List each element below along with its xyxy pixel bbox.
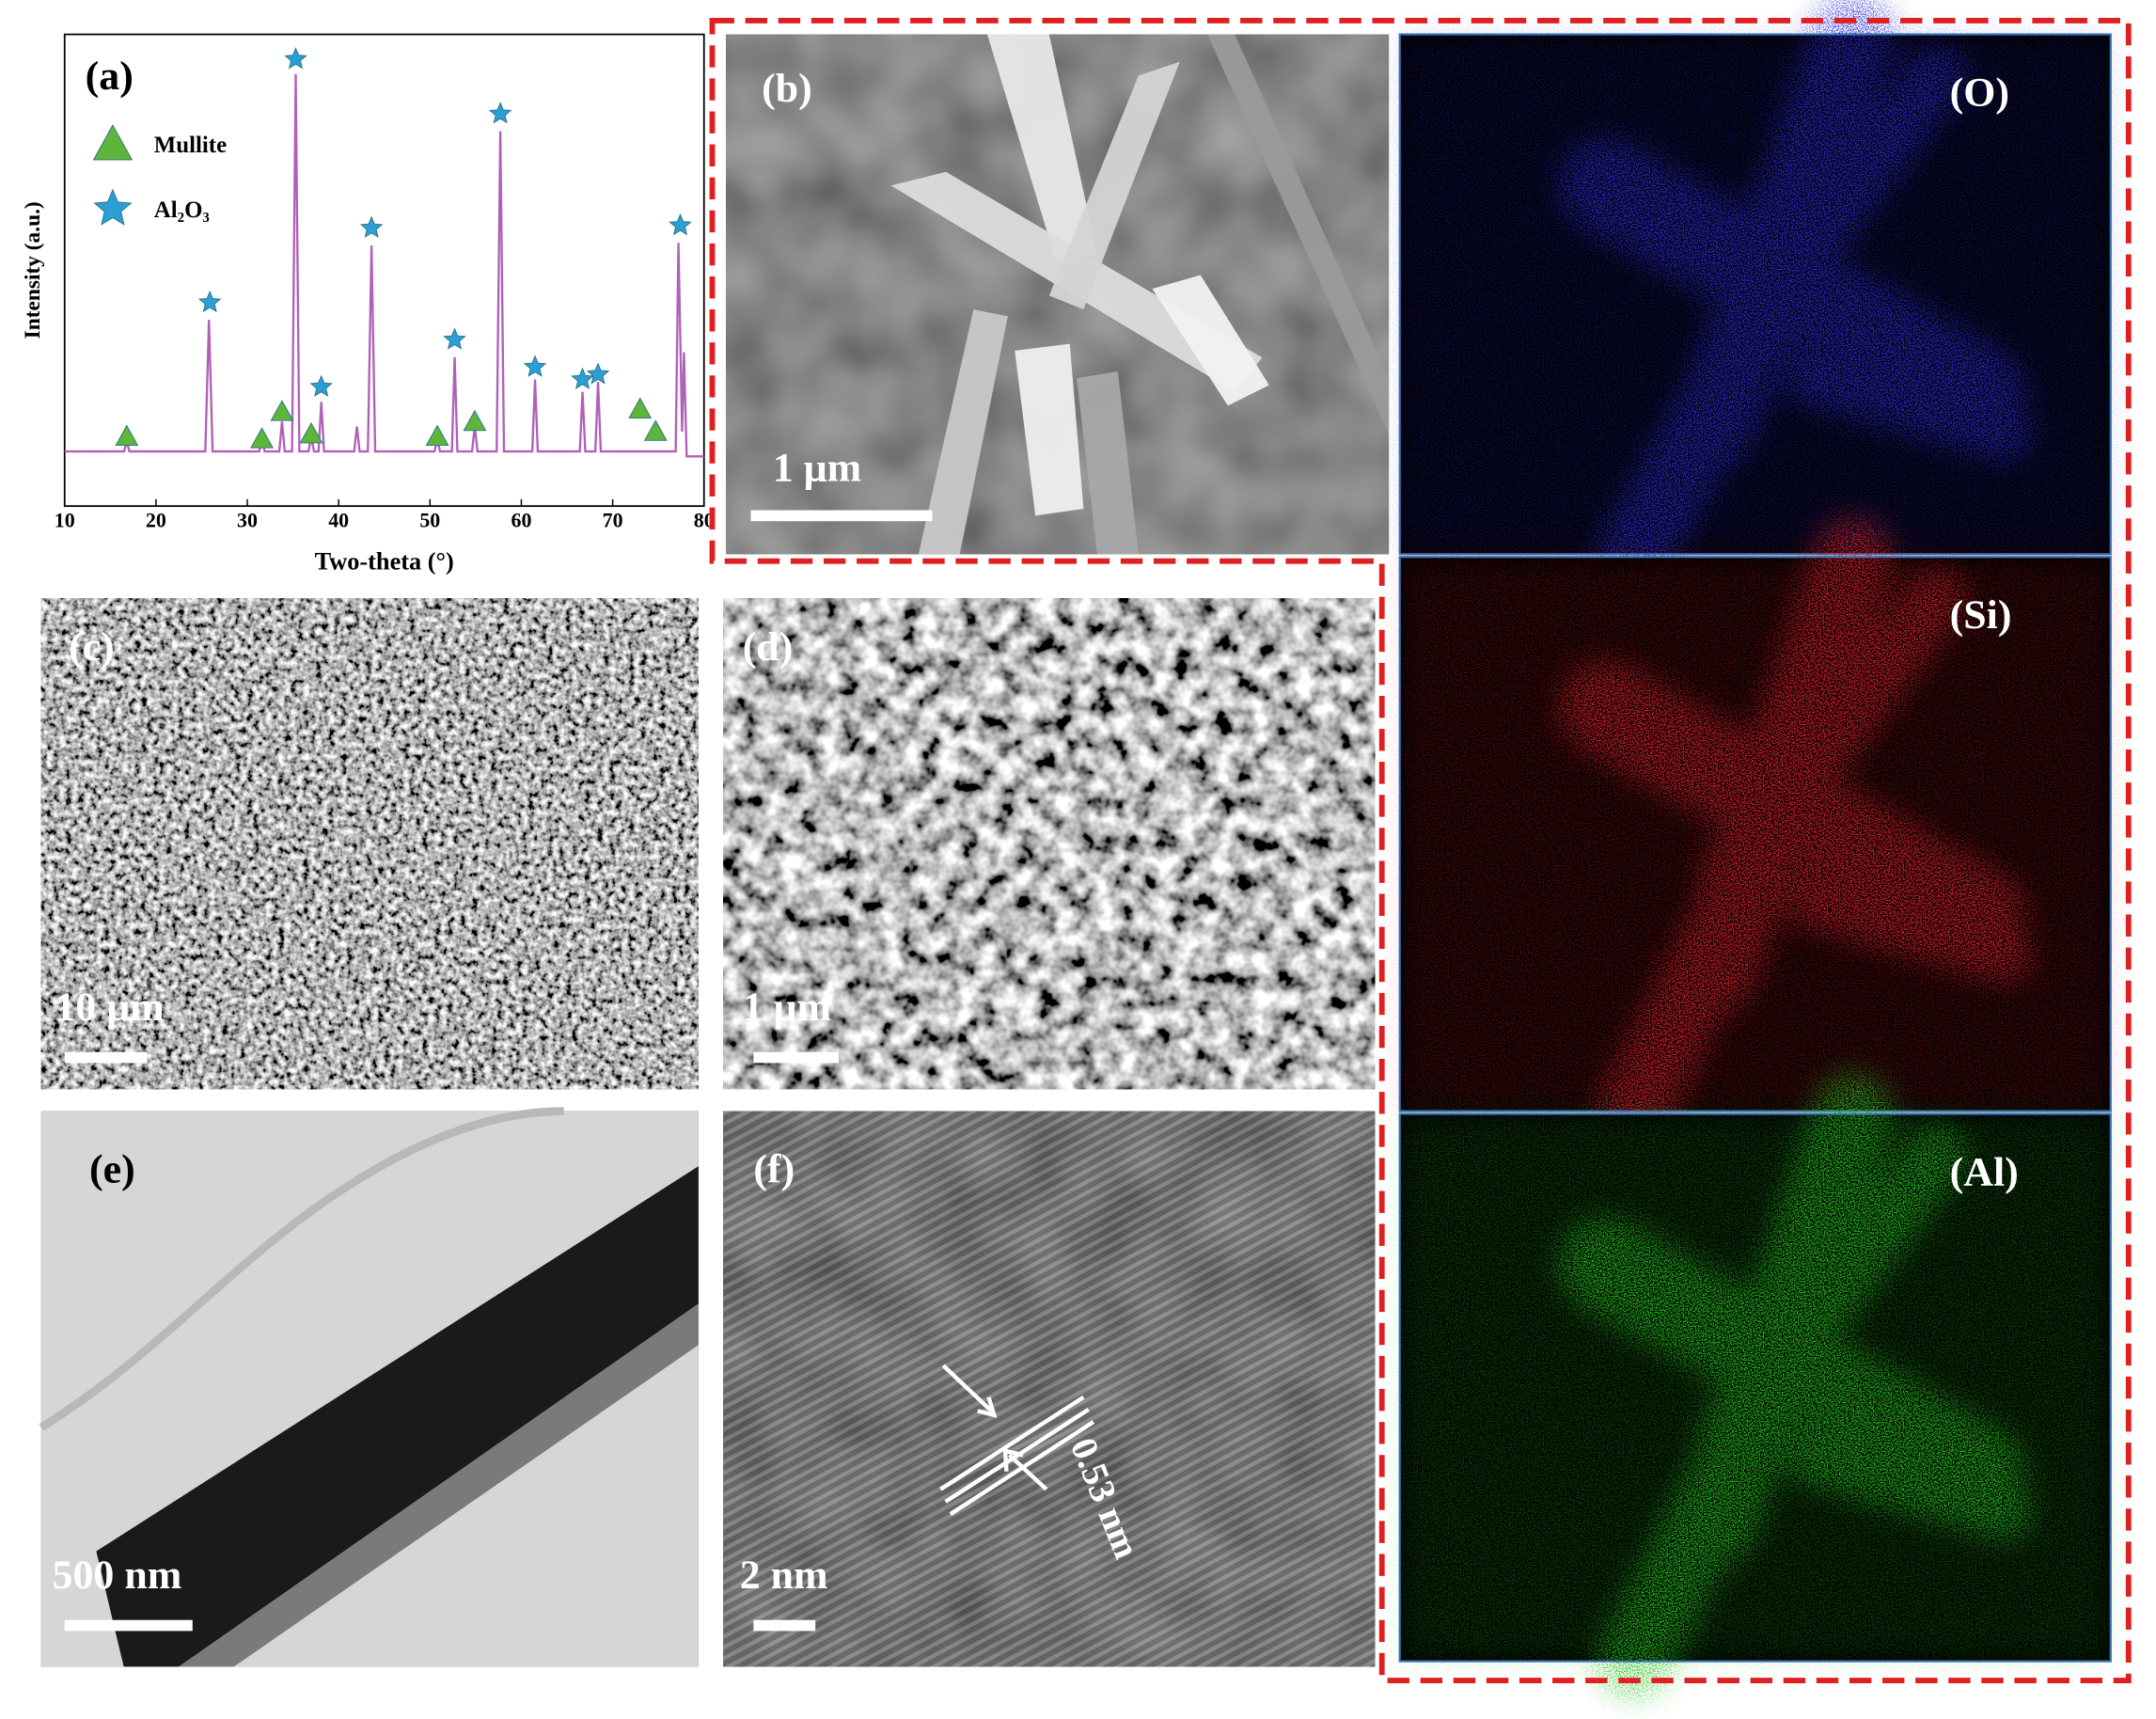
arrow <box>941 1364 998 1418</box>
scale-bar <box>64 1619 193 1632</box>
crystal-rod <box>1015 343 1084 516</box>
peak-marker <box>643 419 668 441</box>
x-tick-label: 60 <box>511 509 531 532</box>
crystal-rod <box>987 34 1097 261</box>
scale-bar-label: 500 nm <box>53 1553 182 1598</box>
crystal-rod <box>1206 34 1390 434</box>
panel-label: (d) <box>743 624 794 670</box>
peak-marker <box>523 355 547 377</box>
peak-marker <box>628 397 653 419</box>
panel-d: (d) 1 μm <box>723 598 1376 1090</box>
plot-frame <box>63 33 705 508</box>
legend-label: Al₂O₃ <box>154 197 210 223</box>
legend-label: Mullite <box>154 133 227 158</box>
peak-marker <box>299 421 323 444</box>
scale-bar <box>64 1051 148 1064</box>
peak-marker <box>488 102 512 124</box>
x-tick-label: 70 <box>603 509 623 532</box>
map-signal <box>1557 1072 2033 1699</box>
panel-label: (e) <box>89 1146 135 1191</box>
tem-rod <box>96 1166 699 1667</box>
map-streak <box>1596 766 1823 1149</box>
peak-marker <box>443 327 466 350</box>
peak-marker <box>586 362 610 385</box>
tem-film-edge <box>39 1107 564 1431</box>
map-streak <box>1785 350 2033 461</box>
x-axis-label: Two-theta (°) <box>315 548 454 576</box>
panel-e: (e) 500 nm <box>39 1107 699 1667</box>
panel-label: (O) <box>1950 70 2009 115</box>
peak-marker <box>309 374 333 397</box>
map-border <box>1398 556 2112 1112</box>
map-border <box>1398 1112 2112 1663</box>
scale-bar-label: 1 μm <box>773 446 861 491</box>
map-streak <box>1785 873 2033 984</box>
crystal-rod <box>918 309 1008 555</box>
scale-bar <box>753 1051 840 1064</box>
panel-f: (f)2 nm0.53 nm <box>723 1111 1376 1667</box>
peak-marker <box>463 409 487 432</box>
legend-symbol <box>93 188 133 226</box>
figure-content: 10 20 30 40 50 60 70 80 Two-theta (°) Intensity (… <box>21 0 2132 1699</box>
peak-marker <box>197 290 222 313</box>
x-tick-label: 80 <box>694 509 715 532</box>
peak-marker <box>425 424 449 447</box>
sem-texture <box>723 598 1376 1090</box>
scale-bar <box>753 1619 816 1632</box>
scale-bar-label: 1 μm <box>743 985 831 1030</box>
lattice-marker <box>939 1395 1085 1491</box>
panel-label: (Si) <box>1950 592 2012 638</box>
x-tick-label: 10 <box>55 509 75 532</box>
peak-marker <box>669 213 692 236</box>
legend-symbol <box>92 124 134 161</box>
map-streak <box>1596 244 1823 592</box>
peak-marker <box>115 424 139 447</box>
crystal-rod <box>1077 371 1139 555</box>
panel-label: (f) <box>753 1146 795 1191</box>
peak-marker <box>270 400 294 421</box>
peak-marker <box>359 215 384 238</box>
hrtem-texture <box>723 1111 1376 1667</box>
x-tick-label: 30 <box>237 509 258 532</box>
map-border <box>1398 33 2112 556</box>
map-streak <box>1596 1323 1823 1699</box>
peak-marker <box>250 427 275 449</box>
eds-map: (O) <box>1398 0 2112 592</box>
panel-c: (c) 10 μm <box>40 598 699 1090</box>
panel-label: (a) <box>86 54 134 99</box>
peak-marker <box>571 367 594 389</box>
y-axis-label: Intensity (a.u.) <box>21 201 45 339</box>
crystal-rod <box>1048 61 1180 310</box>
sem-texture <box>40 598 699 1090</box>
scale-bar-label: 2 nm <box>740 1553 828 1598</box>
x-tick-label: 50 <box>419 509 440 532</box>
panel-label: (b) <box>762 66 812 111</box>
panel-b: (b) 1 μm <box>726 34 1390 555</box>
map-signal <box>1557 515 2033 1149</box>
crystal-rod <box>1152 275 1269 406</box>
map-streak <box>1785 1429 2033 1540</box>
eds-frame <box>709 18 2132 1683</box>
arrow <box>1002 1448 1048 1491</box>
eds-map: (Al) <box>1398 1072 2112 1699</box>
xrd-line <box>64 73 704 458</box>
scale-bar <box>750 510 933 522</box>
scale-bar-label: 10 μm <box>55 985 164 1030</box>
panel-label: (Al) <box>1950 1149 2019 1194</box>
x-tick-label: 40 <box>328 509 349 532</box>
eds-map: (Si) <box>1398 515 2112 1149</box>
panel-label: (c) <box>69 624 115 670</box>
x-tick-label: 20 <box>146 509 166 532</box>
map-signal <box>1557 0 2033 592</box>
peak-marker <box>284 47 307 70</box>
